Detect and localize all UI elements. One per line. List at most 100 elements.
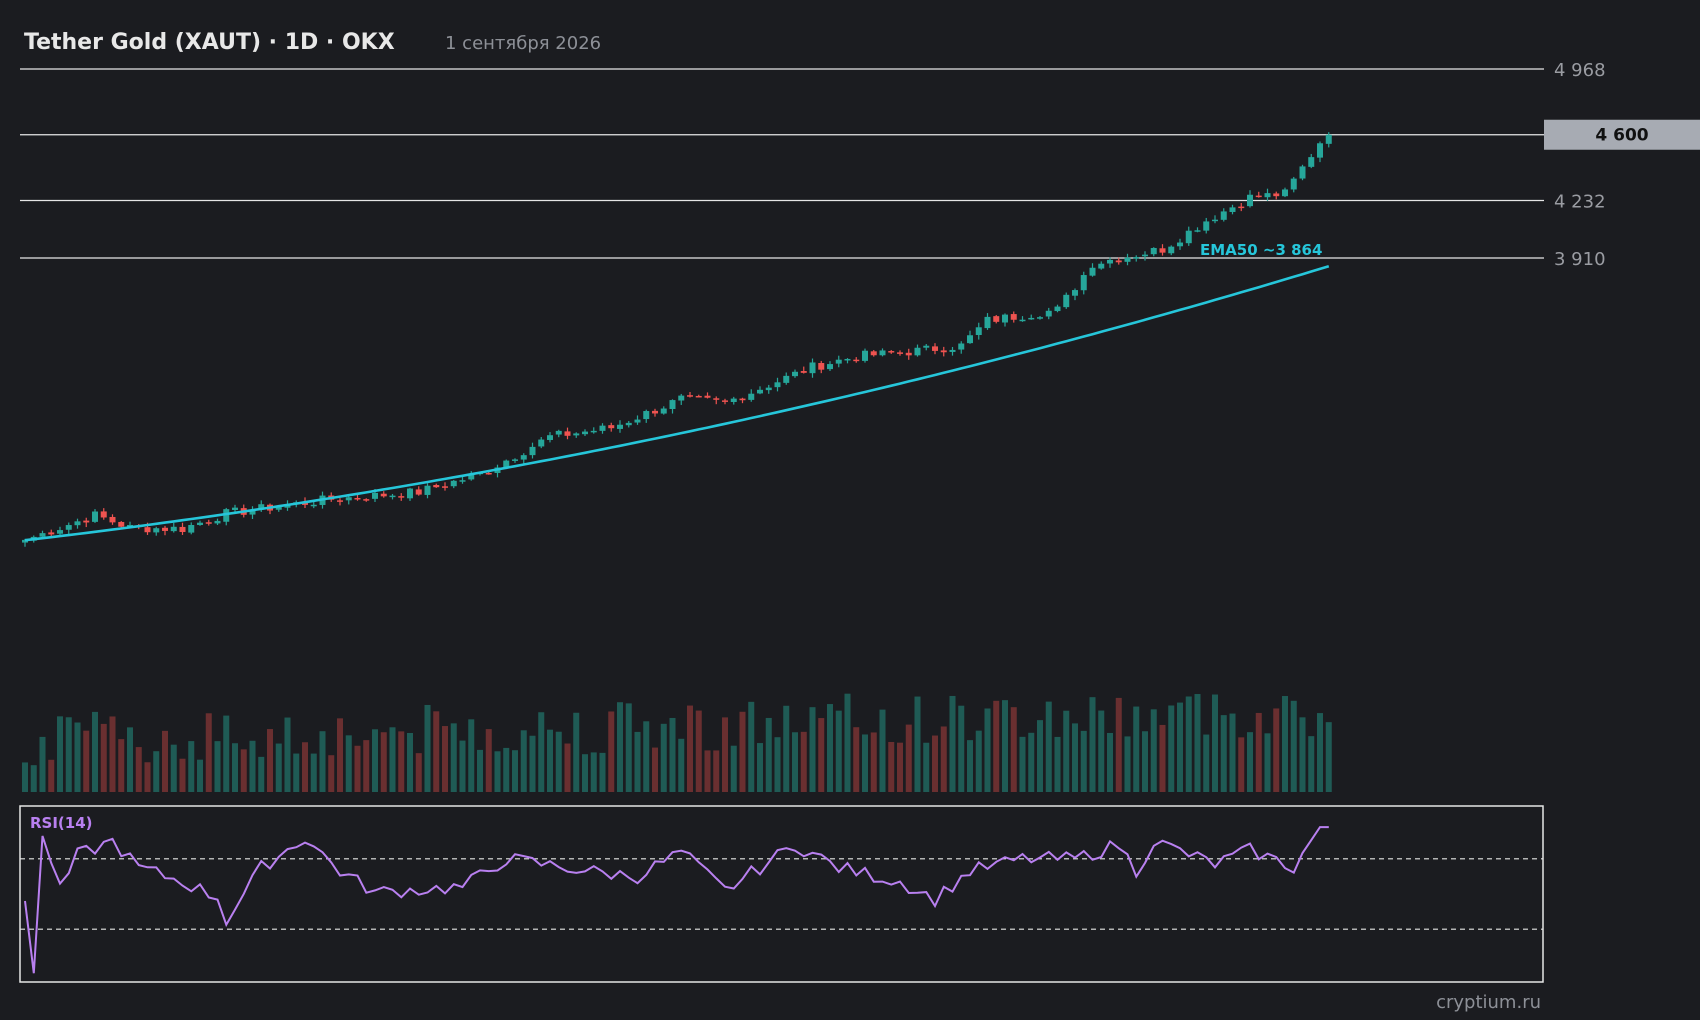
volume-bar: [660, 723, 667, 792]
volume-bar: [923, 742, 930, 792]
candle-body: [590, 430, 597, 433]
volume-bar: [940, 726, 947, 792]
rsi-label: RSI(14): [30, 814, 93, 832]
candle-body: [564, 431, 571, 436]
volume-bar: [862, 734, 868, 792]
candle-body: [1019, 319, 1026, 322]
candle-body: [774, 382, 781, 388]
volume-bar: [897, 742, 903, 792]
candle-body: [1150, 247, 1157, 255]
candle-body: [520, 455, 527, 460]
volume-bar: [372, 729, 378, 792]
volume-bar: [967, 740, 973, 792]
volume-bar: [1133, 706, 1140, 792]
volume-bar: [669, 717, 676, 792]
candle-body: [1177, 242, 1183, 247]
volume-bar: [1089, 697, 1096, 792]
volume-bar: [827, 704, 833, 792]
candle-body: [433, 485, 440, 488]
candle-body: [100, 511, 107, 518]
chart-title: Tether Gold (XAUT) · 1D · OKX: [24, 30, 395, 55]
candle-body: [949, 349, 956, 352]
volume-bar: [870, 732, 877, 792]
candle-body: [634, 419, 641, 423]
volume-bar: [415, 753, 422, 792]
volume-bar: [713, 750, 720, 792]
volume-bar: [223, 715, 230, 792]
candle-body: [74, 521, 81, 526]
volume-bar: [57, 716, 63, 792]
volume-bar: [328, 755, 335, 792]
last-price-tag: [1544, 119, 1700, 150]
candle-body: [713, 398, 720, 400]
volume-bar: [617, 702, 623, 792]
candle-body: [48, 532, 55, 535]
candle-body: [162, 527, 168, 531]
volume-bar: [74, 722, 81, 792]
candle-body: [1089, 267, 1096, 276]
volume-bar: [22, 762, 28, 792]
candle-body: [1273, 193, 1280, 197]
candle-body: [1107, 259, 1113, 264]
volume-bar: [634, 731, 641, 792]
volume-bar: [512, 750, 518, 792]
candle-body: [197, 522, 203, 525]
volume-bar: [993, 700, 1000, 792]
candle-body: [1255, 195, 1262, 198]
ema50-label: EMA50 ~3 864: [1200, 241, 1322, 259]
candle-body: [1063, 294, 1070, 308]
volume-bar: [809, 707, 816, 792]
candle-body: [170, 526, 177, 532]
volume-bar: [293, 753, 300, 792]
volume-bar: [765, 717, 772, 792]
volume-bar: [704, 750, 711, 792]
volume-bar: [678, 738, 685, 792]
volume-bar: [1325, 722, 1332, 792]
candle-body: [415, 489, 422, 495]
candle-body: [538, 439, 545, 447]
candle-body: [223, 509, 230, 522]
candle-body: [345, 497, 352, 501]
volume-bar: [1194, 694, 1201, 792]
volume-bar: [389, 727, 396, 792]
candle-body: [923, 345, 930, 348]
candle-body: [660, 408, 667, 414]
volume-bar: [520, 730, 527, 792]
volume-bar: [958, 705, 965, 792]
volume-bar: [442, 726, 448, 792]
volume-bar: [932, 735, 938, 792]
volume-bar: [739, 711, 746, 792]
volume-bar: [494, 751, 501, 792]
candle-body: [1229, 207, 1236, 212]
candle-body: [424, 485, 431, 495]
watermark: cryptium.ru: [1436, 992, 1541, 1013]
volume-bar: [1115, 697, 1122, 792]
candle-body: [22, 539, 28, 543]
volume-bar: [205, 713, 212, 792]
volume-bar: [1045, 701, 1052, 792]
candle-body: [783, 375, 790, 383]
volume-bar: [1028, 732, 1035, 792]
candle-body: [389, 495, 396, 498]
candle-body: [940, 350, 947, 353]
candle-body: [695, 395, 702, 398]
candle-body: [835, 359, 842, 364]
candle-body: [582, 431, 588, 435]
volume-bar: [538, 712, 545, 792]
candle-body: [765, 387, 772, 391]
volume-bar: [914, 696, 921, 792]
volume-bar: [459, 740, 466, 792]
volume-bar: [65, 717, 72, 792]
candle-body: [905, 352, 912, 356]
volume-bar: [30, 765, 37, 792]
volume-bar: [774, 737, 781, 792]
volume-bar: [652, 747, 658, 792]
candle-body: [932, 346, 938, 351]
candle-body: [844, 358, 851, 361]
candle-body: [914, 347, 921, 356]
candle-body: [827, 364, 833, 370]
volume-bar: [179, 758, 186, 792]
volume-bar: [1273, 708, 1280, 792]
volume-bar: [818, 718, 825, 792]
candle-body: [1290, 178, 1297, 190]
